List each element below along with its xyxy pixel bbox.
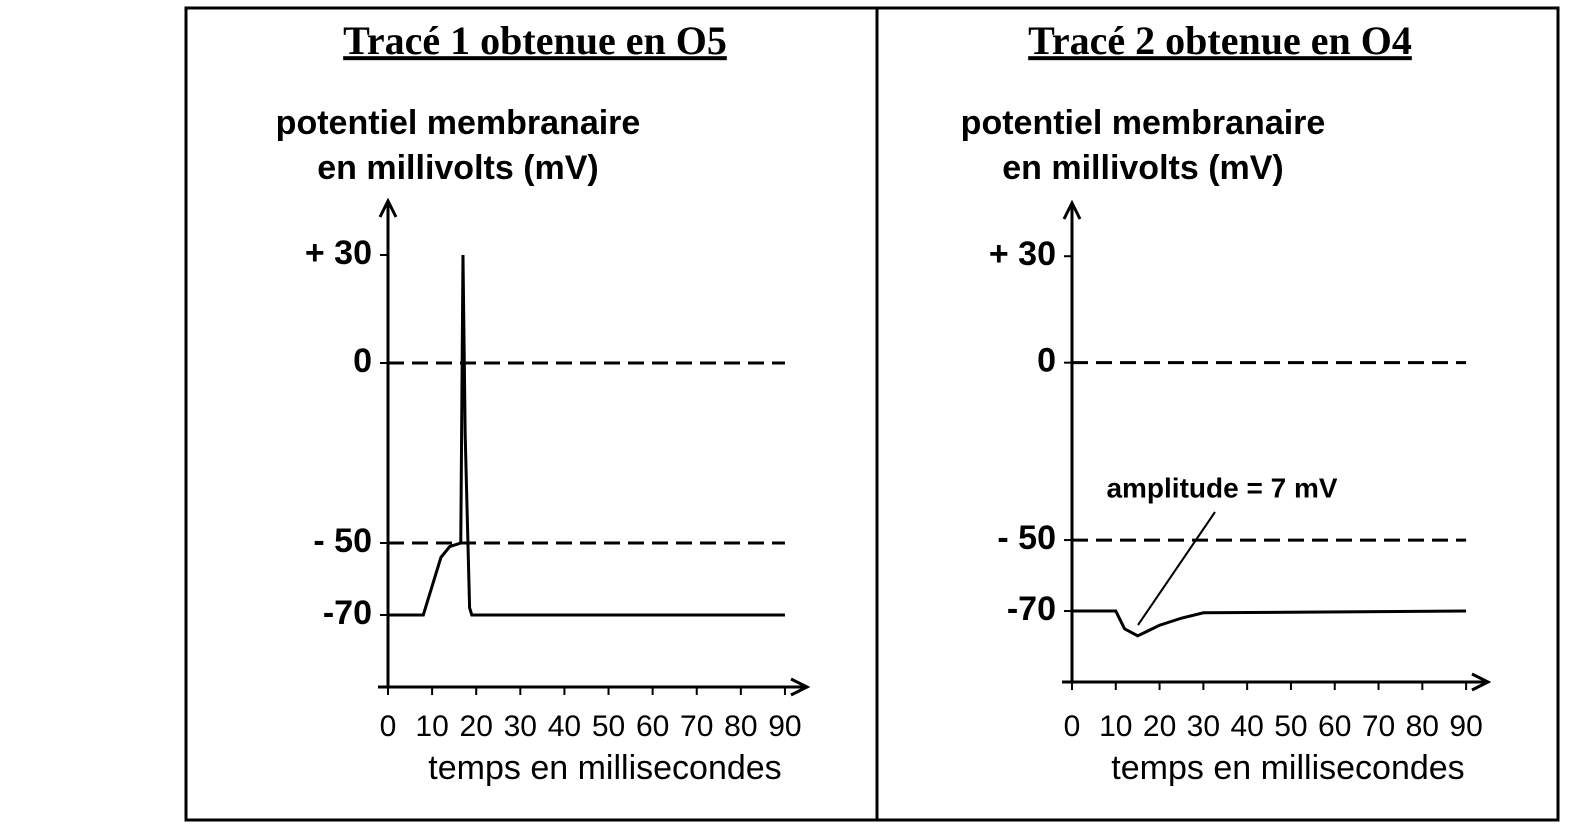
- y-tick-label: - 50: [997, 519, 1056, 557]
- trace: [388, 254, 785, 617]
- y-axis: [1062, 199, 1082, 682]
- annotation-pointer: [1137, 511, 1216, 626]
- chart-title: Tracé 1 obtenue en O5: [343, 18, 727, 63]
- x-tick-label: 30: [504, 710, 537, 743]
- x-tick-label: 40: [1230, 710, 1263, 743]
- x-tick-label: 60: [1318, 710, 1351, 743]
- x-tick-label: 20: [1143, 710, 1176, 743]
- trace: [1072, 609, 1467, 638]
- x-tick-label: 90: [1449, 710, 1482, 743]
- x-tick-label: 50: [592, 710, 625, 743]
- x-tick-label: 70: [680, 710, 713, 743]
- y-tick-label: 0: [1037, 342, 1056, 380]
- x-axis: [1062, 672, 1492, 692]
- y-tick-label: -70: [323, 594, 372, 632]
- y-axis-label: en millivolts (mV): [317, 149, 599, 187]
- x-axis: [378, 677, 811, 697]
- chart-title: Tracé 2 obtenue en O4: [1028, 18, 1412, 63]
- x-tick-label: 10: [1099, 710, 1132, 743]
- frame: [184, 6, 1560, 822]
- y-axis-label: potentiel membranaire: [961, 104, 1326, 142]
- y-axis: [378, 197, 398, 687]
- x-tick-label: 20: [460, 710, 493, 743]
- x-tick-label: 70: [1362, 710, 1395, 743]
- x-tick-label: 50: [1274, 710, 1307, 743]
- y-tick-label: 0: [353, 342, 372, 380]
- x-tick-label: 30: [1187, 710, 1220, 743]
- x-axis-label: temps en millisecondes: [428, 749, 781, 787]
- x-tick-label: 80: [1406, 710, 1439, 743]
- x-axis-label: temps en millisecondes: [1111, 749, 1464, 787]
- x-tick-label: 0: [1064, 710, 1081, 743]
- x-tick-label: 90: [768, 710, 801, 743]
- y-tick-label: + 30: [305, 234, 372, 272]
- y-axis-label: potentiel membranaire: [276, 104, 641, 142]
- x-tick-label: 80: [724, 710, 757, 743]
- y-tick-label: -70: [1007, 590, 1056, 628]
- x-tick-label: 10: [415, 710, 448, 743]
- y-axis-label: en millivolts (mV): [1002, 149, 1284, 187]
- x-tick-label: 40: [548, 710, 581, 743]
- annotation: amplitude = 7 mV: [1106, 472, 1337, 503]
- x-tick-label: 60: [636, 710, 669, 743]
- x-tick-label: 0: [380, 710, 397, 743]
- y-tick-label: - 50: [313, 522, 372, 560]
- y-tick-label: + 30: [989, 235, 1056, 273]
